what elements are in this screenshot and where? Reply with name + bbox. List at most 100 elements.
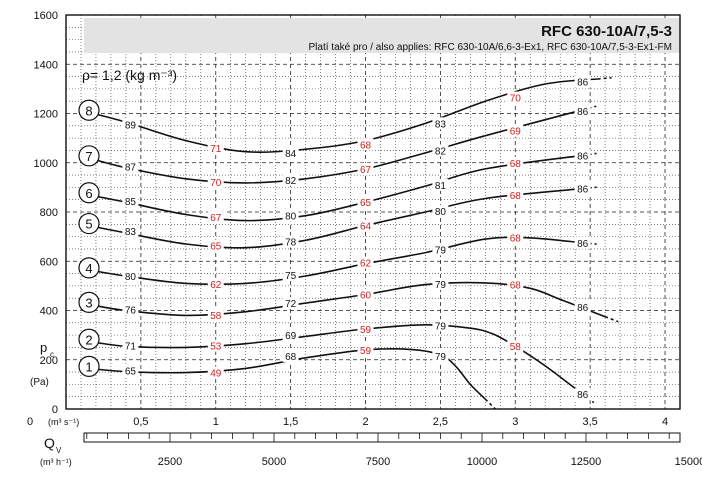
y-tick-label: 600 xyxy=(40,256,58,268)
noise-label: 86 xyxy=(577,151,589,162)
efficiency-label: 68 xyxy=(360,140,372,151)
noise-label: 80 xyxy=(125,272,137,283)
noise-label: 79 xyxy=(435,321,447,332)
noise-label: 68 xyxy=(285,352,297,363)
curve-label-bg xyxy=(282,173,299,186)
curve-label-bg xyxy=(432,350,449,363)
noise-label: 65 xyxy=(125,366,137,377)
curve-label-bg xyxy=(574,182,591,195)
noise-label: 80 xyxy=(435,207,447,218)
efficiency-label: 70 xyxy=(210,178,222,189)
efficiency-label: 64 xyxy=(360,222,372,233)
curve-label-bg xyxy=(357,138,374,151)
curve-label-bg xyxy=(357,256,374,269)
flow-scale-label: 12500 xyxy=(571,456,602,468)
curve-label-bg xyxy=(574,388,591,401)
curve-label-bg xyxy=(357,196,374,209)
curve-label-bg xyxy=(574,105,591,118)
flow-scale-label: 5000 xyxy=(262,456,286,468)
curve-label-bg xyxy=(282,268,299,281)
curve-label-bg xyxy=(357,288,374,301)
x-tick-label: 0,5 xyxy=(133,416,148,428)
efficiency-label: 65 xyxy=(210,242,222,253)
y-tick-label: 200 xyxy=(40,355,58,367)
y-tick-label: 800 xyxy=(40,207,58,219)
curve-label-bg xyxy=(282,209,299,222)
curve-label-bg xyxy=(282,146,299,159)
curve-label-bg xyxy=(507,188,524,201)
noise-label: 79 xyxy=(435,352,447,363)
curve-2: 2 71 53 69 59 79 58 86 xyxy=(78,319,595,404)
efficiency-label: 65 xyxy=(360,198,372,209)
curve-4: 4 80 62 75 62 79 68 86 xyxy=(78,231,597,291)
flow-scale-bar xyxy=(83,432,681,443)
x-unit-label: (m³ s⁻¹) xyxy=(48,417,79,427)
noise-label: 69 xyxy=(285,331,297,342)
y-axis-subscript: c xyxy=(50,350,54,359)
noise-label: 72 xyxy=(285,299,297,310)
chart-subtitle: Platí také pro / also applies: RFC 630-1… xyxy=(309,42,673,53)
y-tick-label: 1400 xyxy=(34,59,58,71)
curve-label-bg xyxy=(432,243,449,256)
noise-label: 89 xyxy=(125,121,137,132)
efficiency-label: 58 xyxy=(210,311,222,322)
flow-scale-label: 7500 xyxy=(366,456,390,468)
noise-label: 86 xyxy=(577,185,589,196)
curve-label-bg xyxy=(282,329,299,342)
curve-line xyxy=(88,154,583,222)
flow-scale-label: 15000 xyxy=(675,456,702,468)
noise-label: 82 xyxy=(285,176,297,187)
noise-label: 85 xyxy=(125,197,137,208)
curve-label-bg xyxy=(122,118,139,131)
y-tick-label: 1000 xyxy=(34,158,58,170)
curve-label-bg xyxy=(282,297,299,310)
efficiency-label: 69 xyxy=(510,127,522,138)
efficiency-label: 71 xyxy=(210,144,222,155)
chart-title: RFC 630-10A/7,5-3 xyxy=(541,23,672,40)
header-box xyxy=(84,18,680,53)
curve-label-bg xyxy=(432,117,449,130)
efficiency-label: 68 xyxy=(510,281,522,292)
efficiency-label: 59 xyxy=(360,346,372,357)
noise-label: 79 xyxy=(435,245,447,256)
curve-8: 8 89 71 84 68 83 70 86 xyxy=(78,75,612,160)
curve-number-circle xyxy=(78,182,100,204)
x-tick-label: 2,5 xyxy=(433,416,448,428)
curve-number: 5 xyxy=(85,217,92,232)
noise-label: 86 xyxy=(577,390,589,401)
efficiency-label: 62 xyxy=(210,280,222,291)
curve-number-circle xyxy=(78,99,100,121)
curve-label-bg xyxy=(574,236,591,249)
curve-label-bg xyxy=(357,162,374,175)
curve-number: 6 xyxy=(85,186,92,201)
density-label: ρ= 1,2 (kg m⁻³) xyxy=(82,67,177,83)
efficiency-label: 67 xyxy=(360,165,372,176)
curve-label-bg xyxy=(122,339,139,352)
noise-label: 86 xyxy=(577,239,589,250)
efficiency-label: 68 xyxy=(510,233,522,244)
curve-label-bg xyxy=(207,210,224,223)
curve-number-circle xyxy=(78,291,100,313)
noise-label: 84 xyxy=(285,149,297,160)
curve-label-bg xyxy=(432,278,449,291)
efficiency-label: 58 xyxy=(510,342,522,353)
curve-label-bg xyxy=(507,231,524,244)
flow-scale: 2500 5000 7500 10000 12500 15000 QV (m³ h⁻¹) xyxy=(40,432,702,468)
curve-7: 7 87 70 82 67 82 69 86 xyxy=(78,105,597,189)
noise-label: 82 xyxy=(435,146,447,157)
curve-label-bg xyxy=(207,277,224,290)
curve-label-bg xyxy=(507,124,524,137)
curve-label-bg xyxy=(357,343,374,356)
y-axis-label: p xyxy=(40,340,47,355)
x-tick-label: 1 xyxy=(213,416,219,428)
x-tick-label: 4 xyxy=(662,416,668,428)
noise-label: 86 xyxy=(577,303,589,314)
curve-label-bg xyxy=(357,322,374,335)
noise-label: 81 xyxy=(435,181,447,192)
curve-label-bg xyxy=(507,91,524,104)
curve-label-bg xyxy=(282,235,299,248)
curve-label-bg xyxy=(507,156,524,169)
curve-label-bg xyxy=(122,364,139,377)
